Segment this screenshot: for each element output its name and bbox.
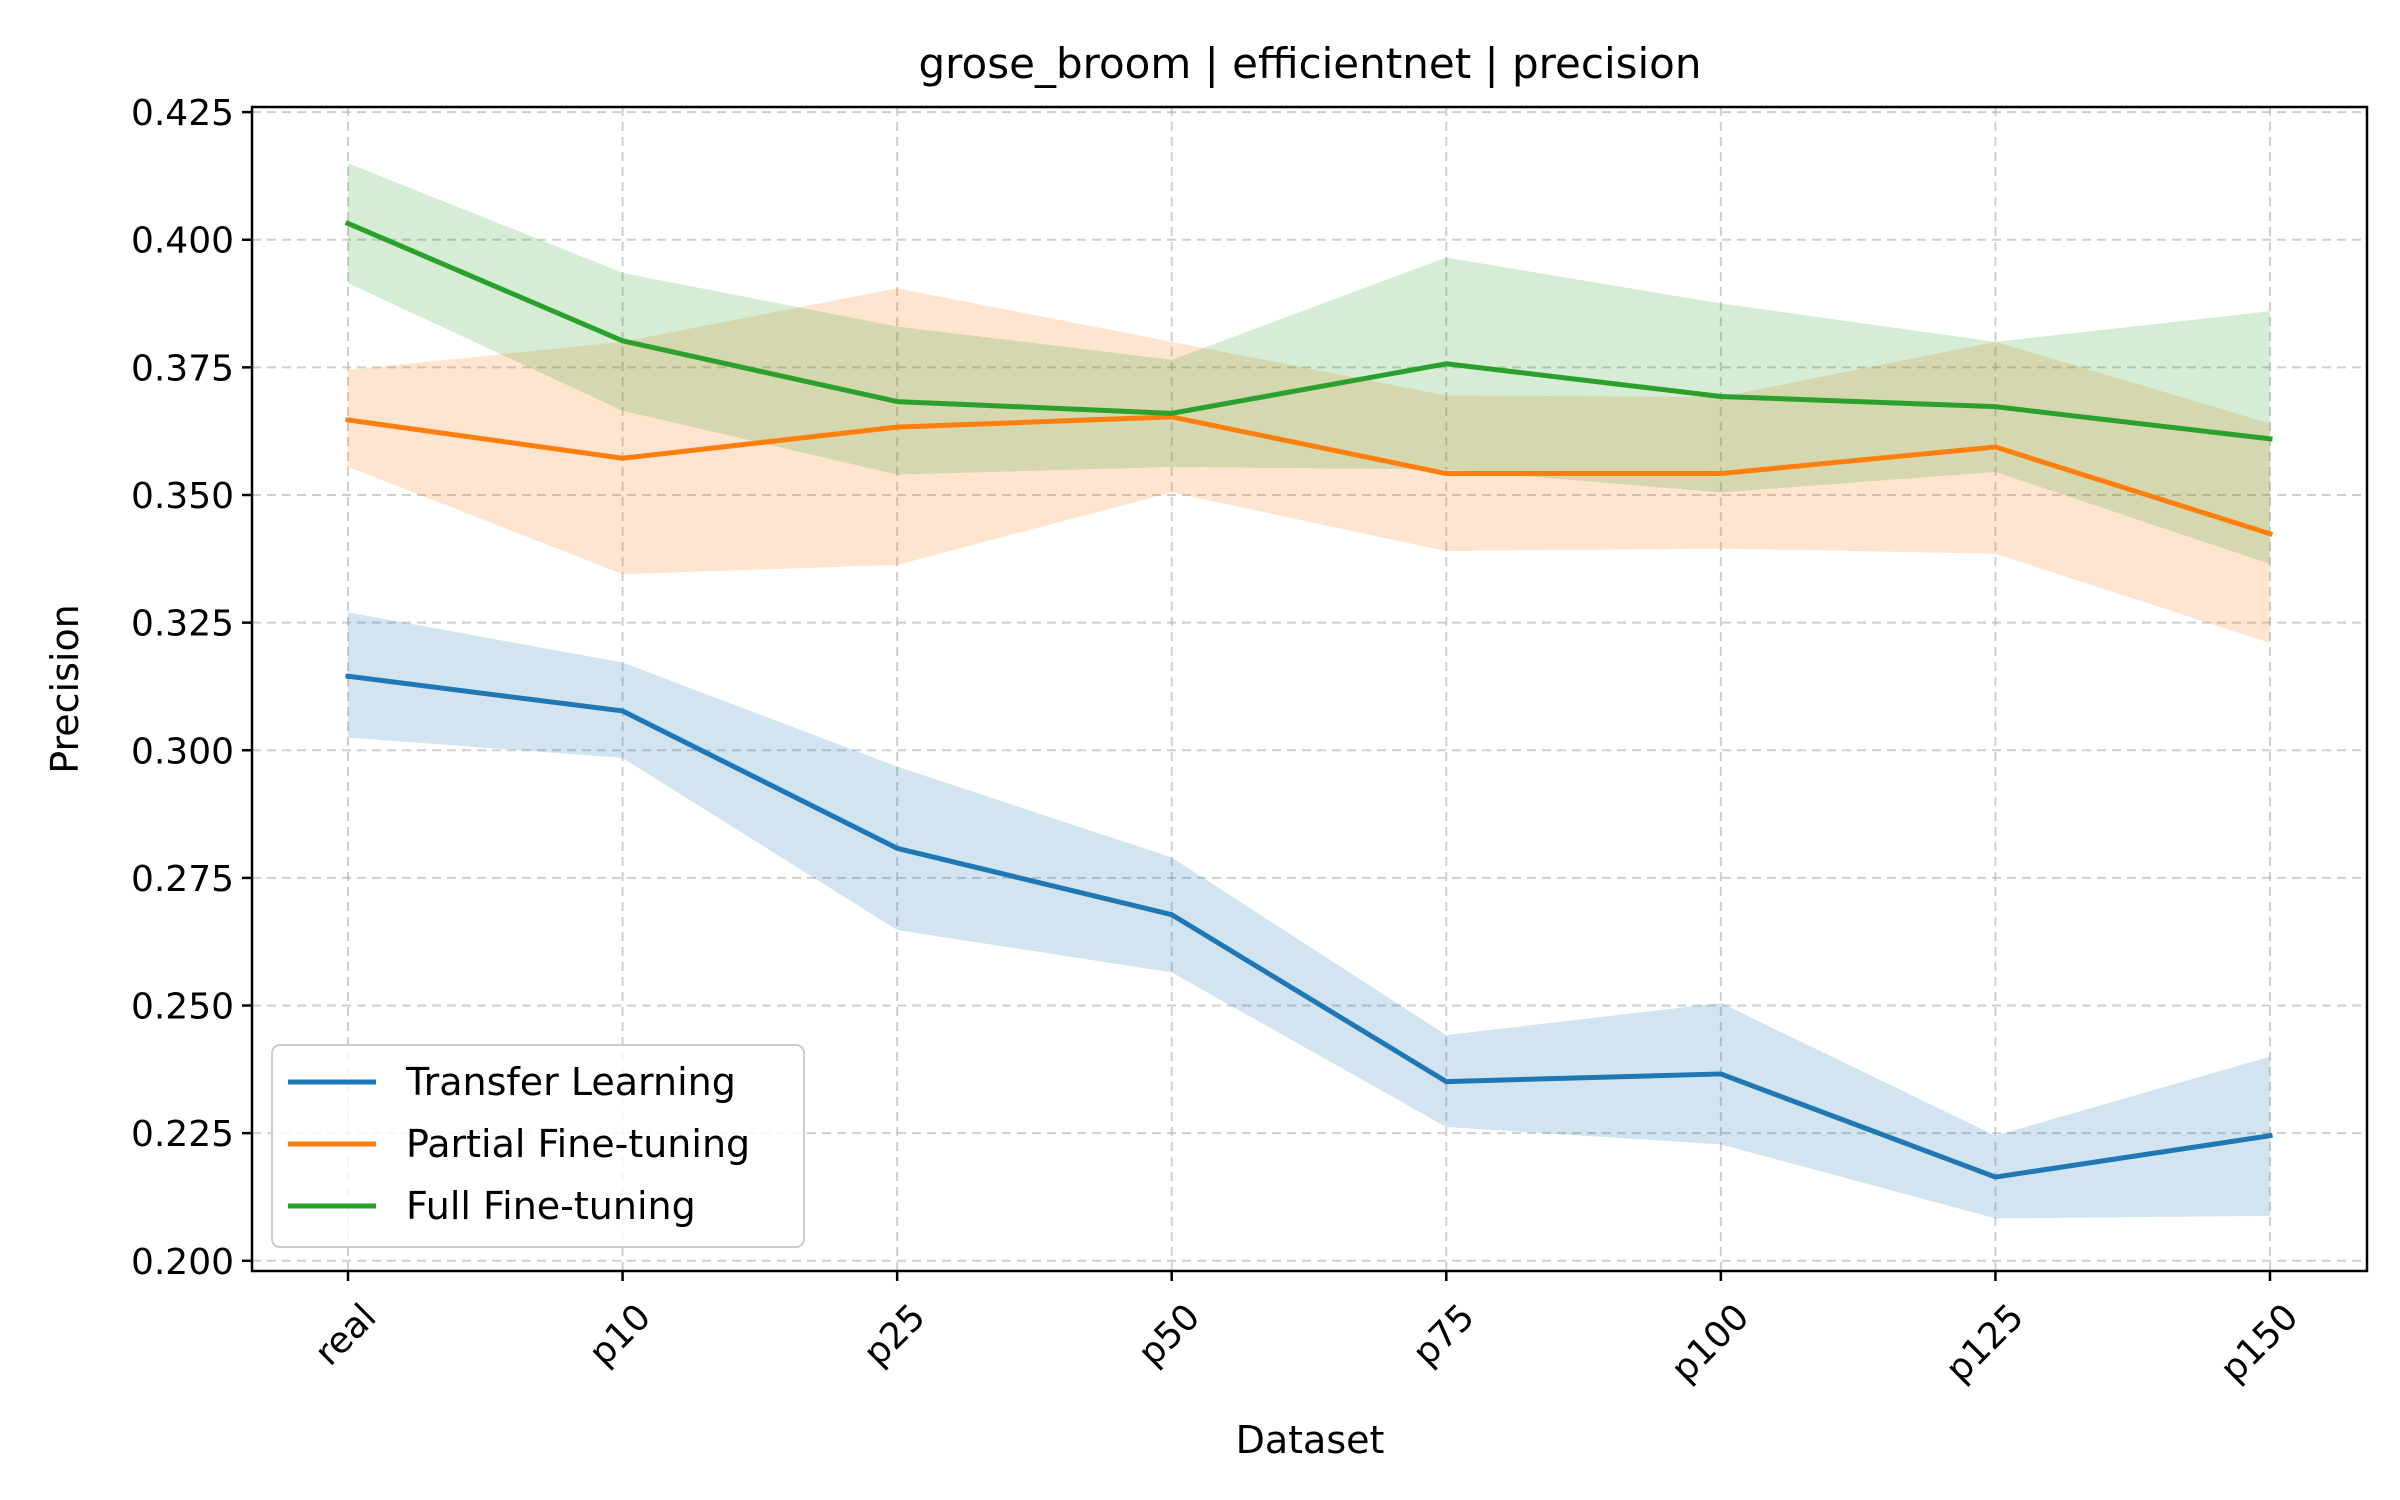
legend-label-partial-fine-tuning: Partial Fine-tuning	[406, 1122, 750, 1166]
plot-frame	[250, 105, 2369, 1273]
y-tick-label: 0.425	[131, 93, 234, 134]
x-axis-title: Dataset	[1236, 1418, 1385, 1462]
series-lines	[344, 220, 2274, 1180]
legend-label-full-fine-tuning: Full Fine-tuning	[406, 1184, 696, 1228]
x-tick-label: p25	[856, 1296, 934, 1374]
y-tick-label: 0.250	[131, 987, 234, 1028]
band-full-fine-tuning	[348, 163, 2270, 564]
x-tick-label: p125	[1938, 1296, 2032, 1390]
x-tick-label: p75	[1405, 1296, 1483, 1374]
band-transfer-learning	[348, 612, 2270, 1219]
legend-box	[271, 1044, 805, 1248]
line-transfer-learning	[345, 673, 2273, 1180]
x-tick-label: p50	[1131, 1296, 1209, 1374]
chart-title: grose_broom | efficientnet | precision	[919, 39, 1702, 88]
y-tick-label: 0.325	[131, 604, 234, 645]
line-partial-fine-tuning	[345, 414, 2274, 537]
y-tick-label: 0.225	[131, 1114, 234, 1155]
y-tick-label: 0.375	[131, 348, 234, 389]
confidence-bands	[348, 163, 2270, 1219]
y-axis-title: Precision	[43, 604, 87, 774]
line-full-fine-tuning	[344, 220, 2273, 442]
x-tick-label: p150	[2213, 1296, 2307, 1390]
y-tick-label: 0.400	[131, 221, 234, 262]
x-axis-ticks: real p10 p25 p50 p75 p100 p125 p150	[307, 1271, 2306, 1390]
legend-label-transfer-learning: Transfer Learning	[405, 1060, 736, 1104]
x-tick-label: p10	[581, 1296, 659, 1374]
y-tick-label: 0.300	[131, 731, 234, 772]
y-tick-label: 0.275	[131, 859, 234, 900]
x-tick-label: real	[307, 1296, 384, 1373]
y-tick-label: 0.200	[131, 1242, 234, 1283]
y-tick-label: 0.350	[131, 476, 234, 517]
x-tick-label: p100	[1664, 1296, 1758, 1390]
y-axis-ticks: 0.200 0.225 0.250 0.275 0.300 0.325 0.350 0.375…	[131, 93, 252, 1283]
legend: Transfer Learning Partial Fine-tuning Full…	[271, 1044, 805, 1248]
band-partial-fine-tuning	[348, 288, 2270, 644]
